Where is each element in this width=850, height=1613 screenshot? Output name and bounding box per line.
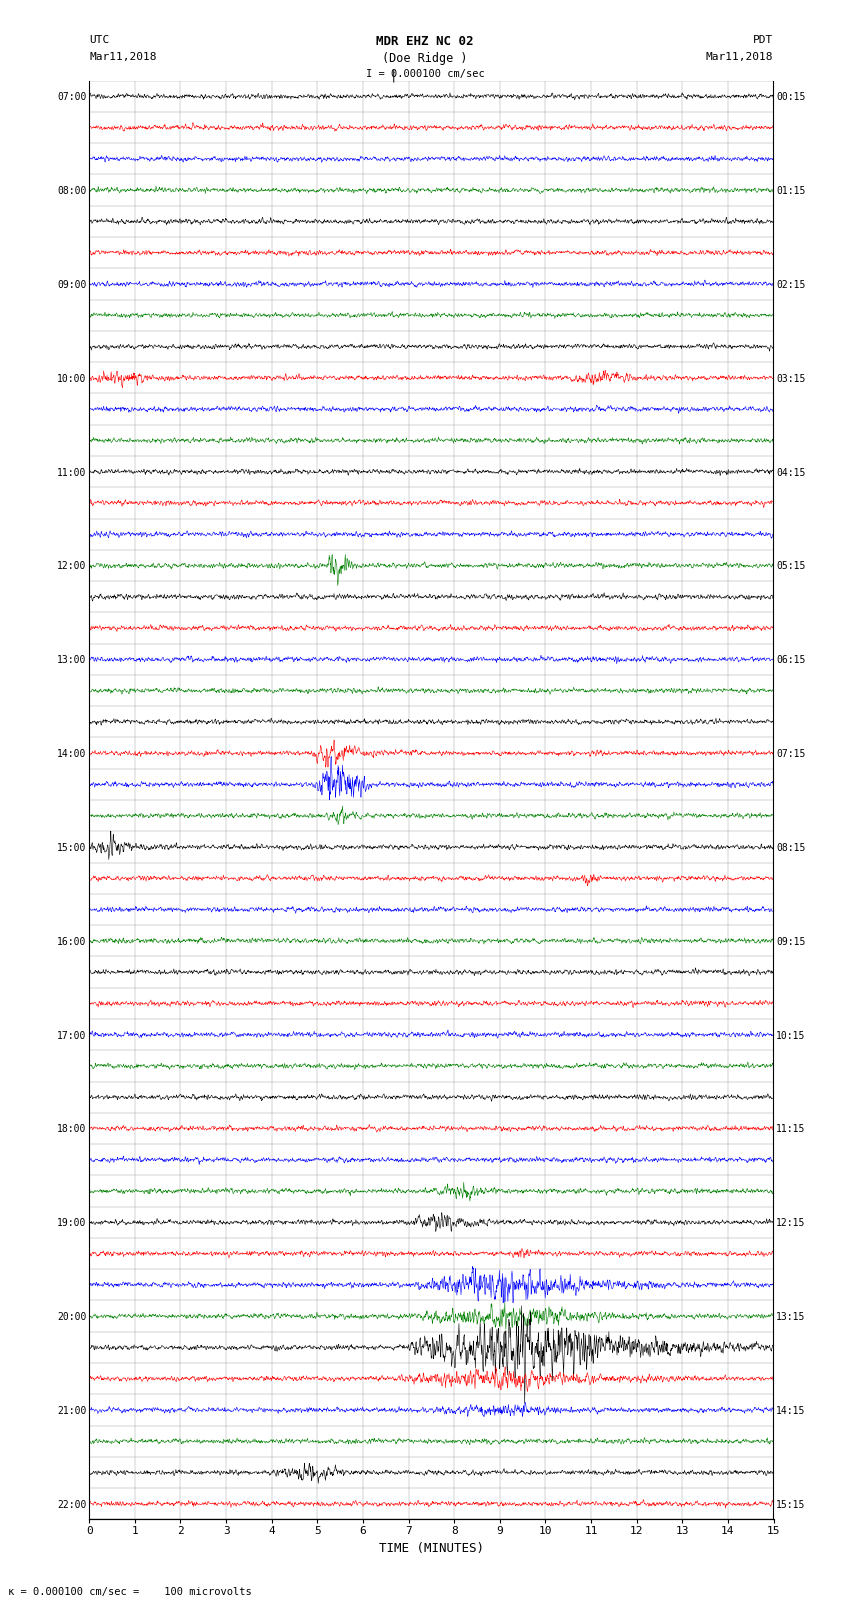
- Text: (Doe Ridge ): (Doe Ridge ): [382, 52, 468, 65]
- Text: |: |: [390, 69, 397, 82]
- Text: UTC: UTC: [89, 35, 110, 45]
- X-axis label: TIME (MINUTES): TIME (MINUTES): [379, 1542, 484, 1555]
- Text: MDR EHZ NC 02: MDR EHZ NC 02: [377, 35, 473, 48]
- Text: κ = 0.000100 cm/sec =    100 microvolts: κ = 0.000100 cm/sec = 100 microvolts: [8, 1587, 252, 1597]
- Text: Mar11,2018: Mar11,2018: [706, 52, 774, 61]
- Text: PDT: PDT: [753, 35, 774, 45]
- Text: I = 0.000100 cm/sec: I = 0.000100 cm/sec: [366, 69, 484, 79]
- Text: Mar11,2018: Mar11,2018: [89, 52, 156, 61]
